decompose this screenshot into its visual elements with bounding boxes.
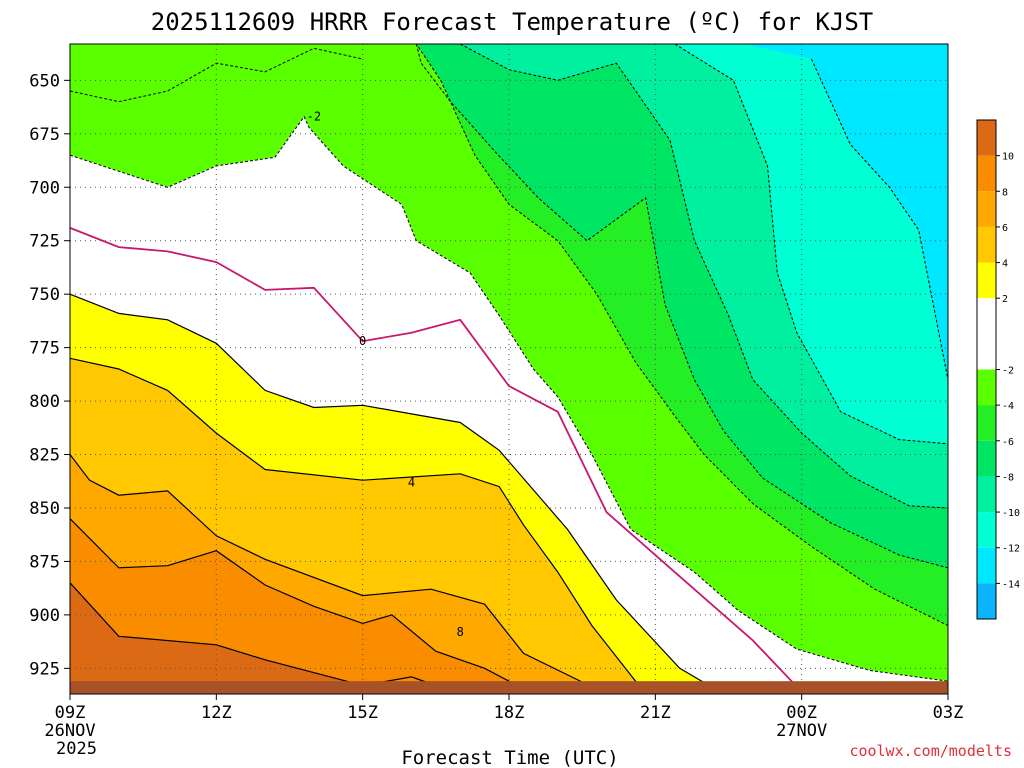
- x-tick-date-09Z: 26NOV: [44, 721, 95, 741]
- y-tick-label-750: 750: [29, 285, 60, 305]
- y-tick-label-725: 725: [29, 232, 60, 252]
- dashed-contour--10-4: [674, 43, 949, 445]
- colorbar-label-8: 8: [1002, 187, 1008, 198]
- contour-label-0: 0: [359, 334, 366, 348]
- ground-layer: [70, 681, 948, 694]
- x-tick-label-03Z: 03Z: [933, 703, 964, 723]
- colorbar-bin-4: [977, 262, 996, 299]
- contour-label-8: 8: [457, 625, 464, 639]
- colorbar-bin-10: [977, 512, 996, 548]
- colorbar-label--2: -2: [1002, 366, 1014, 377]
- y-tick-label-775: 775: [29, 339, 60, 359]
- dashed-contour--6-2: [415, 43, 949, 569]
- contour-label-4: 4: [408, 475, 415, 489]
- colorbar-bin-1: [977, 155, 996, 192]
- colorbar-bin-11: [977, 547, 996, 584]
- solid-contour-12: [69, 582, 461, 695]
- colorbar-label-2: 2: [1002, 294, 1008, 305]
- dashed-contour--12-5: [810, 58, 949, 380]
- colorbar-bin-2: [977, 191, 996, 227]
- y-tick-label-875: 875: [29, 552, 60, 572]
- y-tick-label-925: 925: [29, 659, 60, 679]
- colorbar-label--10: -10: [1002, 508, 1020, 519]
- colorbar-label--12: -12: [1002, 544, 1020, 555]
- x-tick-label-12Z: 12Z: [201, 703, 232, 723]
- y-tick-label-700: 700: [29, 178, 60, 198]
- y-tick-label-675: 675: [29, 125, 60, 145]
- colorbar-label-6: 6: [1002, 223, 1008, 234]
- chart-title: 2025112609 HRRR Forecast Temperature (ºC…: [151, 8, 873, 36]
- colorbar-label--4: -4: [1002, 401, 1014, 412]
- x-tick-year-09Z: 2025: [56, 739, 97, 759]
- dashed-contour--2-0: [69, 115, 949, 682]
- colorbar-bin-5: [977, 298, 996, 370]
- y-axis: 650 675 700 725 750 775 800 825 850 875 900 925: [29, 71, 70, 679]
- contour-layer: [69, 43, 949, 695]
- solid-contour-6: [69, 357, 647, 695]
- solid-contour-8: [69, 454, 607, 695]
- y-tick-label-650: 650: [29, 71, 60, 91]
- x-tick-label-18Z: 18Z: [494, 703, 525, 723]
- colorbar-label--8: -8: [1002, 472, 1014, 483]
- x-tick-label-15Z: 15Z: [347, 703, 378, 723]
- dashed-contour--4-1: [70, 43, 949, 627]
- colorbar-bin-9: [977, 476, 996, 513]
- x-tick-date-00Z: 27NOV: [776, 721, 827, 741]
- colorbar-bin-8: [977, 440, 996, 477]
- colorbar-bin-0: [977, 120, 996, 156]
- colorbar-bin-7: [977, 405, 996, 441]
- dashed-contour--4-6: [69, 47, 363, 103]
- colorbar-label-4: 4: [1002, 259, 1008, 270]
- contour-label--2: -2: [307, 110, 321, 124]
- colorbar-bin-6: [977, 369, 996, 406]
- dashed-contour--8-3: [459, 43, 949, 509]
- colorbar-label-10: 10: [1002, 152, 1014, 163]
- solid-contour-10: [69, 518, 534, 695]
- colorbar: 10 8 6 4 2 -2 -4 -6 -8 -10 -12 -14: [976, 119, 1020, 620]
- solid-contour-0: [69, 227, 803, 693]
- y-tick-label-825: 825: [29, 446, 60, 466]
- colorbar-label--6: -6: [1002, 437, 1014, 448]
- y-tick-label-900: 900: [29, 606, 60, 626]
- contour-labels: -2 0 4 8: [307, 110, 464, 639]
- x-tick-label-00Z: 00Z: [786, 703, 817, 723]
- x-tick-label-21Z: 21Z: [640, 703, 671, 723]
- ground-surface: [70, 681, 948, 694]
- credit-text: coolwx.com/modelts: [849, 742, 1012, 760]
- y-tick-label-800: 800: [29, 392, 60, 412]
- x-axis-title: Forecast Time (UTC): [401, 747, 618, 768]
- solid-contour-4: [69, 293, 724, 695]
- y-tick-label-850: 850: [29, 499, 60, 519]
- colorbar-bin-12: [977, 583, 996, 619]
- colorbar-bin-3: [977, 226, 996, 263]
- colorbar-label--14: -14: [1002, 579, 1020, 590]
- x-tick-label-09Z: 09Z: [55, 703, 86, 723]
- plot-grid: [70, 44, 948, 694]
